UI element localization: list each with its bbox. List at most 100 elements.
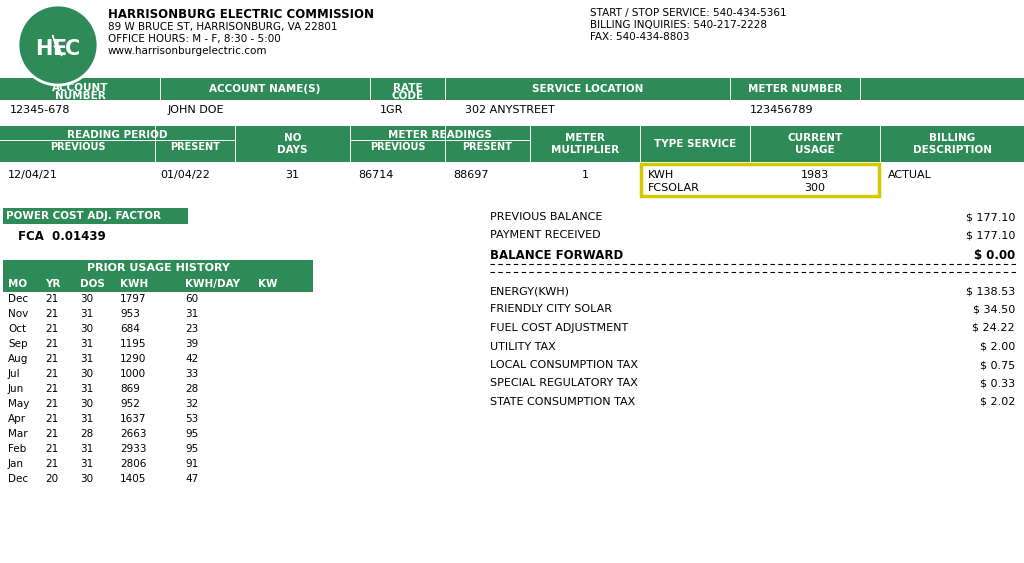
Text: 21: 21: [45, 339, 58, 349]
Circle shape: [18, 5, 98, 85]
Text: 21: 21: [45, 459, 58, 469]
Text: OFFICE HOURS: M - F, 8:30 - 5:00: OFFICE HOURS: M - F, 8:30 - 5:00: [108, 34, 281, 44]
Text: 21: 21: [45, 324, 58, 334]
Text: TYPE SERVICE: TYPE SERVICE: [654, 139, 736, 149]
Text: 31: 31: [80, 459, 93, 469]
Text: 28: 28: [185, 384, 199, 394]
Text: BILLING INQUIRIES: 540-217-2228: BILLING INQUIRIES: 540-217-2228: [590, 20, 767, 30]
Text: 21: 21: [45, 399, 58, 409]
Text: PAYMENT RECEIVED: PAYMENT RECEIVED: [490, 230, 601, 240]
Text: 47: 47: [185, 474, 199, 484]
Text: 12/04/21: 12/04/21: [8, 170, 58, 180]
Text: Mar: Mar: [8, 429, 28, 439]
Text: 1797: 1797: [120, 294, 146, 304]
Text: $ 2.00: $ 2.00: [980, 342, 1015, 351]
Text: PRESENT: PRESENT: [463, 142, 512, 152]
Text: C: C: [66, 39, 81, 59]
Text: FUEL COST ADJUSTMENT: FUEL COST ADJUSTMENT: [490, 323, 629, 333]
Text: 39: 39: [185, 339, 199, 349]
Bar: [0, 126, 1024, 162]
Text: ENERGY(KWH): ENERGY(KWH): [490, 286, 570, 296]
Text: 684: 684: [120, 324, 140, 334]
Bar: [0, 78, 1024, 100]
Text: 88697: 88697: [453, 170, 488, 180]
Text: 21: 21: [45, 309, 58, 319]
Text: HARRISONBURG ELECTRIC COMMISSION: HARRISONBURG ELECTRIC COMMISSION: [108, 8, 374, 21]
Text: 1290: 1290: [120, 354, 146, 364]
Text: FAX: 540-434-8803: FAX: 540-434-8803: [590, 32, 689, 42]
Bar: [0, 162, 1024, 200]
Text: FCA  0.01439: FCA 0.01439: [18, 230, 105, 243]
Text: FRIENDLY CITY SOLAR: FRIENDLY CITY SOLAR: [490, 305, 612, 315]
Text: $ 0.75: $ 0.75: [980, 360, 1015, 370]
Text: $ 177.10: $ 177.10: [966, 212, 1015, 222]
Text: 89 W BRUCE ST, HARRISONBURG, VA 22801: 89 W BRUCE ST, HARRISONBURG, VA 22801: [108, 22, 338, 32]
Text: $ 177.10: $ 177.10: [966, 230, 1015, 240]
Text: START / STOP SERVICE: 540-434-5361: START / STOP SERVICE: 540-434-5361: [590, 8, 786, 18]
Bar: [3, 208, 188, 224]
Text: LOCAL CONSUMPTION TAX: LOCAL CONSUMPTION TAX: [490, 360, 638, 370]
Text: DOS: DOS: [80, 279, 104, 289]
Text: 28: 28: [80, 429, 93, 439]
Text: 1983: 1983: [801, 170, 829, 180]
Text: KWH/DAY: KWH/DAY: [185, 279, 240, 289]
Text: PRESENT: PRESENT: [170, 142, 220, 152]
Text: 31: 31: [286, 170, 299, 180]
Text: E: E: [52, 39, 67, 59]
Text: 2933: 2933: [120, 444, 146, 454]
Text: 30: 30: [80, 369, 93, 379]
Text: Jun: Jun: [8, 384, 25, 394]
Text: KWH: KWH: [648, 170, 674, 180]
Text: Jan: Jan: [8, 459, 24, 469]
Text: 2806: 2806: [120, 459, 146, 469]
Text: $ 2.02: $ 2.02: [980, 397, 1015, 407]
Text: NUMBER: NUMBER: [54, 91, 105, 101]
Text: PREVIOUS: PREVIOUS: [370, 142, 425, 152]
Text: 952: 952: [120, 399, 140, 409]
Text: 33: 33: [185, 369, 199, 379]
Text: METER NUMBER: METER NUMBER: [748, 84, 842, 94]
Text: FCSOLAR: FCSOLAR: [648, 183, 699, 193]
Bar: [3, 260, 313, 276]
Text: 42: 42: [185, 354, 199, 364]
Text: 31: 31: [185, 309, 199, 319]
Text: SERVICE LOCATION: SERVICE LOCATION: [531, 84, 643, 94]
Text: 869: 869: [120, 384, 140, 394]
Text: Dec: Dec: [8, 294, 28, 304]
Text: Feb: Feb: [8, 444, 27, 454]
Text: 31: 31: [80, 444, 93, 454]
Text: 300: 300: [805, 183, 825, 193]
Text: METER READINGS: METER READINGS: [388, 130, 492, 140]
Text: BILLING
DESCRIPTION: BILLING DESCRIPTION: [912, 133, 991, 155]
Text: CURRENT
USAGE: CURRENT USAGE: [787, 133, 843, 155]
Text: Jul: Jul: [8, 369, 20, 379]
Text: 1: 1: [582, 170, 589, 180]
Text: BALANCE FORWARD: BALANCE FORWARD: [490, 249, 624, 262]
Text: 31: 31: [80, 384, 93, 394]
Text: MO: MO: [8, 279, 27, 289]
Text: POWER COST ADJ. FACTOR: POWER COST ADJ. FACTOR: [6, 211, 161, 221]
Text: NO
DAYS: NO DAYS: [278, 133, 308, 155]
Text: 2663: 2663: [120, 429, 146, 439]
Text: 95: 95: [185, 429, 199, 439]
Text: JOHN DOE: JOHN DOE: [168, 105, 224, 115]
Text: Aug: Aug: [8, 354, 29, 364]
Text: 302 ANYSTREET: 302 ANYSTREET: [465, 105, 555, 115]
Text: 30: 30: [80, 399, 93, 409]
Text: 21: 21: [45, 429, 58, 439]
Text: 23: 23: [185, 324, 199, 334]
Text: $ 138.53: $ 138.53: [966, 286, 1015, 296]
Text: 20: 20: [45, 474, 58, 484]
Text: 31: 31: [80, 309, 93, 319]
Text: 1405: 1405: [120, 474, 146, 484]
Text: CODE: CODE: [391, 91, 424, 101]
Text: 53: 53: [185, 414, 199, 424]
Text: KW: KW: [258, 279, 278, 289]
Text: 123456789: 123456789: [750, 105, 814, 115]
Text: Apr: Apr: [8, 414, 27, 424]
Text: 21: 21: [45, 369, 58, 379]
Text: ACTUAL: ACTUAL: [888, 170, 932, 180]
Text: May: May: [8, 399, 30, 409]
Text: H: H: [35, 39, 52, 59]
Polygon shape: [52, 35, 62, 56]
